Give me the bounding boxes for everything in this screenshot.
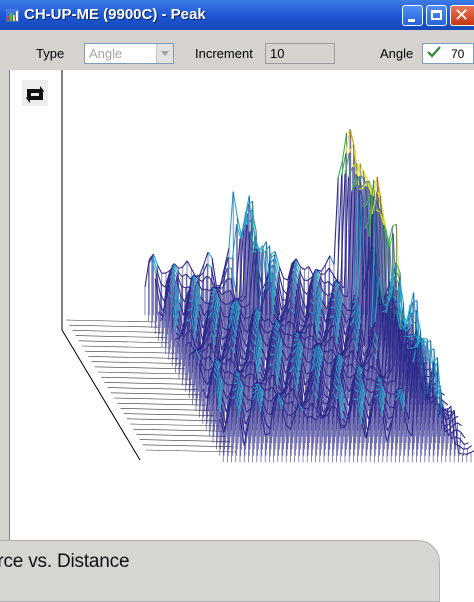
close-button[interactable]: ✕ xyxy=(450,5,474,26)
surface-trace-segment xyxy=(233,192,237,218)
surface-trace-segment xyxy=(183,261,187,267)
increment-label: Increment xyxy=(195,46,253,61)
surface-trace-segment xyxy=(189,301,193,302)
floor-line xyxy=(95,367,185,369)
floor-line xyxy=(72,330,162,332)
surface-trace-segment xyxy=(321,264,325,271)
surface-trace-segment xyxy=(463,449,467,450)
window-title: CH-UP-ME (9900C) - Peak xyxy=(24,6,206,23)
close-icon: ✕ xyxy=(454,5,469,26)
minimize-icon xyxy=(408,19,415,22)
floor-line xyxy=(82,346,172,348)
surface-trace-segment xyxy=(461,432,465,438)
surface-trace-segment xyxy=(464,443,468,444)
check-icon[interactable] xyxy=(427,46,441,58)
surface-trace-segment xyxy=(204,252,208,265)
increment-field[interactable]: 10 xyxy=(265,43,335,64)
plot-area xyxy=(9,70,474,556)
status-bar: orce vs. Distance xyxy=(0,540,440,602)
type-select-value: Angle xyxy=(89,46,122,61)
surface-trace-segment xyxy=(225,304,229,305)
floor-line xyxy=(124,414,214,416)
floor-line xyxy=(98,372,188,374)
depth-axis-line xyxy=(62,330,140,460)
surface-trace-segment xyxy=(204,370,208,371)
surface-trace-segment xyxy=(334,177,338,264)
surface-trace-segment xyxy=(229,192,233,248)
chart-app-icon xyxy=(6,9,19,22)
surface-trace-segment xyxy=(444,402,448,405)
surface-trace-segment xyxy=(375,389,379,390)
surface-trace-segment xyxy=(208,252,212,258)
surface-trace-segment xyxy=(300,267,304,270)
surface-trace-segment xyxy=(308,336,312,337)
surface-trace-segment xyxy=(330,256,334,265)
app-window: CH-UP-ME (9900C) - Peak ✕ Type Angle Inc… xyxy=(0,0,474,556)
type-select[interactable]: Angle xyxy=(84,43,174,64)
floor-line xyxy=(146,450,236,452)
floor-line xyxy=(117,403,207,405)
type-label: Type xyxy=(36,46,64,61)
angle-field[interactable]: 70 xyxy=(422,43,474,64)
title-bar[interactable]: CH-UP-ME (9900C) - Peak ✕ xyxy=(0,0,474,30)
surface-trace-segment xyxy=(158,265,162,273)
angle-label: Angle xyxy=(380,46,413,61)
floor-line xyxy=(143,445,233,447)
surface-trace-segment xyxy=(221,363,225,364)
surface-trace-segment xyxy=(367,379,371,380)
floor-line xyxy=(111,393,201,395)
surface-trace-segment xyxy=(271,252,275,254)
surface-trace-segment xyxy=(343,296,347,297)
angle-value: 70 xyxy=(451,47,464,61)
surface-trace-segment xyxy=(262,241,266,249)
maximize-icon xyxy=(431,10,442,20)
status-text: orce vs. Distance xyxy=(0,551,129,573)
surface-trace-segment xyxy=(265,434,269,435)
surface-trace-segment xyxy=(187,261,191,268)
surface-trace-segment xyxy=(306,373,310,374)
floor-line xyxy=(101,377,191,379)
surface-trace-segment xyxy=(392,224,396,226)
surface-trace-segment xyxy=(249,374,253,375)
floor-line xyxy=(114,398,204,400)
floor-line xyxy=(92,362,182,364)
maximize-button[interactable] xyxy=(426,5,447,26)
peak-3d-plot xyxy=(10,70,474,556)
surface-trace-segment xyxy=(179,267,183,268)
floor-line xyxy=(66,320,156,322)
floor-line xyxy=(127,419,217,421)
surface-trace-segment xyxy=(268,401,272,402)
surface-trace-segment xyxy=(305,266,309,269)
surface-trace-segment xyxy=(309,266,313,274)
floor-line xyxy=(85,351,175,353)
floor-line xyxy=(88,356,178,358)
surface-trace-segment xyxy=(468,446,472,449)
floor-line xyxy=(79,341,169,343)
floor-line xyxy=(104,382,194,384)
minimize-button[interactable] xyxy=(402,5,423,26)
toolbar: Type Angle Increment 10 Angle 70 xyxy=(0,30,474,66)
surface-trace-segment xyxy=(457,423,461,426)
surface-trace-segment xyxy=(353,399,357,400)
floor-line xyxy=(76,336,166,338)
floor-line xyxy=(69,325,159,327)
surface-trace-segment xyxy=(284,278,288,280)
chevron-down-icon[interactable] xyxy=(156,44,173,63)
surface-trace-segment xyxy=(284,334,288,335)
surface-trace-segment xyxy=(326,256,330,265)
floor-line xyxy=(108,388,198,390)
surface-trace-segment xyxy=(281,393,285,394)
floor-line xyxy=(120,408,210,410)
